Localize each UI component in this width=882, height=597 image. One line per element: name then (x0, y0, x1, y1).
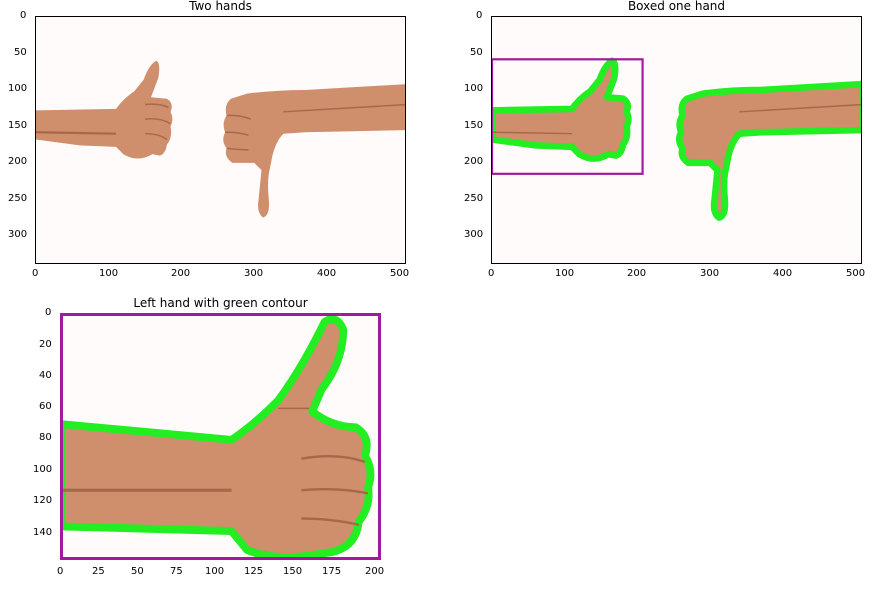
left-forearm (36, 60, 173, 159)
x-tick-label: 300 (700, 268, 720, 279)
x-tick-label: 25 (92, 566, 105, 577)
x-tick-label: 400 (317, 268, 337, 279)
x-tick-label: 0 (32, 268, 39, 279)
x-tick-label: 100 (205, 566, 225, 577)
x-tick-label: 200 (627, 268, 647, 279)
y-tick-label: 100 (8, 83, 28, 94)
y-tick-label: 300 (8, 229, 28, 240)
y-tick-label: 150 (8, 120, 28, 131)
y-tick-label: 140 (33, 527, 53, 538)
x-tick-label: 125 (244, 566, 264, 577)
x-tick-label: 100 (99, 268, 119, 279)
y-tick-label: 200 (8, 156, 28, 167)
boxed-hands-image (492, 57, 861, 221)
x-tick-label: 0 (488, 268, 495, 279)
y-tick-label: 200 (464, 156, 484, 167)
panel-title: Left hand with green contour (133, 296, 308, 310)
plot-area (491, 16, 862, 264)
y-tick-label: 150 (464, 120, 484, 131)
y-tick-label: 250 (8, 193, 28, 204)
two-hands-image (36, 60, 405, 218)
bounding-box (492, 58, 644, 175)
x-tick-label: 400 (773, 268, 793, 279)
cropped-hand-image (61, 315, 375, 559)
bounding-box-frame (60, 313, 381, 560)
y-tick-label: 0 (45, 307, 52, 318)
hand-contour (61, 315, 375, 559)
y-tick-label: 50 (14, 47, 27, 58)
x-tick-label: 50 (131, 566, 144, 577)
y-tick-label: 120 (33, 495, 53, 506)
x-tick-label: 500 (846, 268, 866, 279)
y-tick-label: 300 (464, 229, 484, 240)
panel-title: Boxed one hand (627, 0, 726, 13)
x-tick-label: 175 (322, 566, 342, 577)
y-tick-label: 100 (33, 464, 53, 475)
x-tick-label: 0 (57, 566, 64, 577)
x-tick-label: 150 (283, 566, 303, 577)
y-tick-label: 0 (20, 10, 27, 21)
x-tick-label: 500 (390, 268, 410, 279)
y-tick-label: 50 (470, 47, 483, 58)
x-tick-label: 100 (555, 268, 575, 279)
right-forearm (223, 84, 405, 218)
x-tick-label: 300 (244, 268, 264, 279)
y-tick-label: 40 (39, 370, 52, 381)
panel-title: Two hands (189, 0, 252, 13)
x-tick-label: 200 (365, 566, 385, 577)
y-tick-label: 0 (476, 10, 483, 21)
x-tick-label: 200 (171, 268, 191, 279)
plot-area (35, 16, 406, 264)
y-tick-label: 20 (39, 339, 52, 350)
x-tick-label: 75 (170, 566, 183, 577)
y-tick-label: 60 (39, 401, 52, 412)
y-tick-label: 80 (39, 432, 52, 443)
plot-area (60, 313, 381, 560)
y-tick-label: 250 (464, 193, 484, 204)
y-tick-label: 100 (464, 83, 484, 94)
